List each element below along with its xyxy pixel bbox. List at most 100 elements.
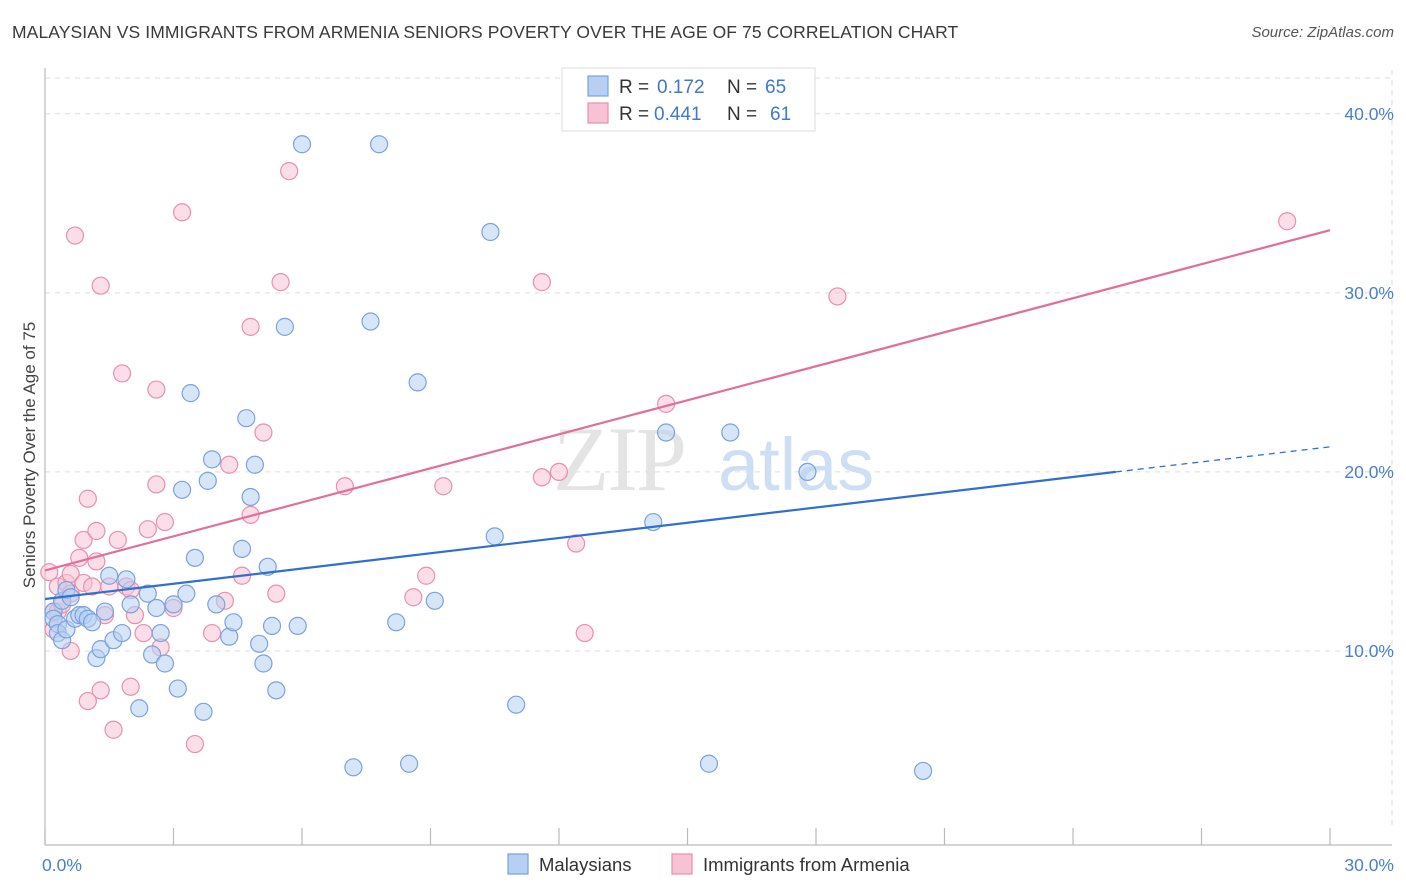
malaysians-point: [83, 613, 102, 632]
malaysians-point: [288, 616, 307, 635]
malaysians-point: [95, 602, 115, 621]
malaysians-point: [913, 761, 933, 781]
bottom-legend: Malaysians Immigrants from Armenia: [507, 853, 910, 875]
trend-lines: [44, 229, 1331, 601]
armenia-point: [134, 623, 153, 643]
malaysians-point: [656, 423, 676, 442]
tick-labels: 10.0% 20.0% 30.0% 40.0% 0.0% 30.0%: [42, 104, 1394, 875]
malaysians-point: [267, 681, 286, 700]
malaysians-point: [254, 654, 273, 673]
malaysians-point: [138, 584, 157, 603]
watermark-zip: ZIP: [553, 408, 685, 510]
malaysians-point: [112, 623, 132, 643]
armenia-point: [91, 276, 110, 295]
armenia-point: [147, 380, 166, 399]
malaysians-point: [485, 527, 504, 546]
armenia-point: [532, 468, 551, 487]
malaysians-point: [275, 317, 294, 336]
armenia-trend-line: [44, 229, 1331, 572]
x-tick-label: 30.0%: [1344, 855, 1394, 875]
malaysians-point: [408, 373, 427, 392]
armenia-point: [532, 273, 551, 292]
gridlines: [45, 70, 1393, 830]
bottom-legend-swatch-armenia: [671, 853, 693, 875]
armenia-point: [280, 162, 299, 181]
armenia-point: [241, 317, 260, 336]
axes: [44, 68, 1392, 846]
legend-n-armenia: 61: [770, 104, 791, 125]
x-tick-label: 0.0%: [42, 855, 82, 875]
legend-box: R = 0.172 N = 65 R = 0.441 N = 61: [561, 67, 816, 132]
malaysians-trend-extension: [1115, 446, 1331, 473]
armenia-point: [404, 588, 423, 607]
malaysians-point: [292, 135, 312, 154]
armenia-point: [91, 681, 110, 700]
legend-swatch-armenia: [587, 102, 609, 124]
malaysians-point: [399, 754, 419, 773]
bottom-legend-armenia: Immigrants from Armenia: [703, 854, 910, 875]
malaysians-point: [164, 595, 183, 614]
malaysians-point: [100, 566, 119, 585]
bottom-legend-malaysians: Malaysians: [539, 854, 632, 875]
malaysians-point: [387, 613, 406, 632]
armenia-point: [112, 364, 132, 383]
armenia-point: [267, 584, 286, 603]
armenia-point: [1278, 212, 1297, 231]
y-tick-label: 30.0%: [1344, 283, 1394, 303]
malaysians-point: [181, 384, 200, 403]
malaysians-point: [361, 312, 380, 331]
malaysians-point: [507, 695, 526, 714]
y-tick-label: 20.0%: [1344, 462, 1394, 482]
malaysians-point: [147, 598, 166, 618]
series-malaysians-points: [44, 135, 933, 781]
armenia-point: [147, 475, 166, 494]
watermark-atlas: atlas: [718, 423, 874, 506]
chart-title: MALAYSIAN VS IMMIGRANTS FROM ARMENIA SEN…: [12, 22, 959, 42]
armenia-point: [172, 203, 192, 222]
armenia-point: [202, 623, 222, 643]
armenia-point: [78, 691, 97, 711]
legend-n-label: N =: [727, 77, 757, 98]
armenia-point: [185, 734, 205, 754]
malaysians-point: [155, 654, 175, 673]
malaysians-point: [245, 455, 264, 474]
malaysians-point: [699, 754, 719, 773]
malaysians-point: [241, 487, 260, 507]
malaysians-point: [262, 616, 282, 635]
armenia-point: [271, 273, 290, 292]
malaysians-point: [168, 679, 187, 698]
y-tick-label: 40.0%: [1344, 104, 1394, 124]
malaysians-point: [142, 645, 162, 664]
armenia-point: [434, 477, 453, 496]
malaysians-point: [202, 450, 222, 469]
malaysians-point: [232, 539, 252, 558]
malaysians-point: [370, 135, 389, 154]
malaysians-point: [721, 423, 740, 442]
armenia-point: [828, 287, 847, 306]
malaysians-point: [224, 613, 243, 632]
malaysians-point: [121, 595, 140, 614]
malaysians-point: [344, 758, 363, 777]
malaysians-point: [237, 409, 256, 428]
armenia-point: [155, 512, 175, 532]
y-axis-label: Seniors Poverty Over the Age of 75: [20, 322, 39, 588]
malaysians-point: [130, 699, 149, 718]
armenia-point: [78, 489, 97, 508]
armenia-point: [220, 455, 239, 474]
malaysians-point: [481, 222, 500, 242]
legend-swatch-malaysians: [587, 75, 609, 97]
legend-r-label: R =: [619, 77, 649, 98]
malaysians-point: [425, 591, 444, 610]
malaysians-point: [207, 595, 226, 614]
malaysians-point: [185, 548, 205, 567]
legend-n-label-2: N =: [727, 104, 757, 125]
malaysians-point: [172, 480, 192, 499]
malaysians-point: [117, 570, 136, 589]
armenia-point: [87, 521, 106, 541]
armenia-point: [417, 566, 436, 585]
malaysians-point: [177, 584, 196, 603]
armenia-point: [121, 677, 140, 696]
armenia-point: [138, 520, 157, 539]
armenia-point: [549, 462, 569, 482]
